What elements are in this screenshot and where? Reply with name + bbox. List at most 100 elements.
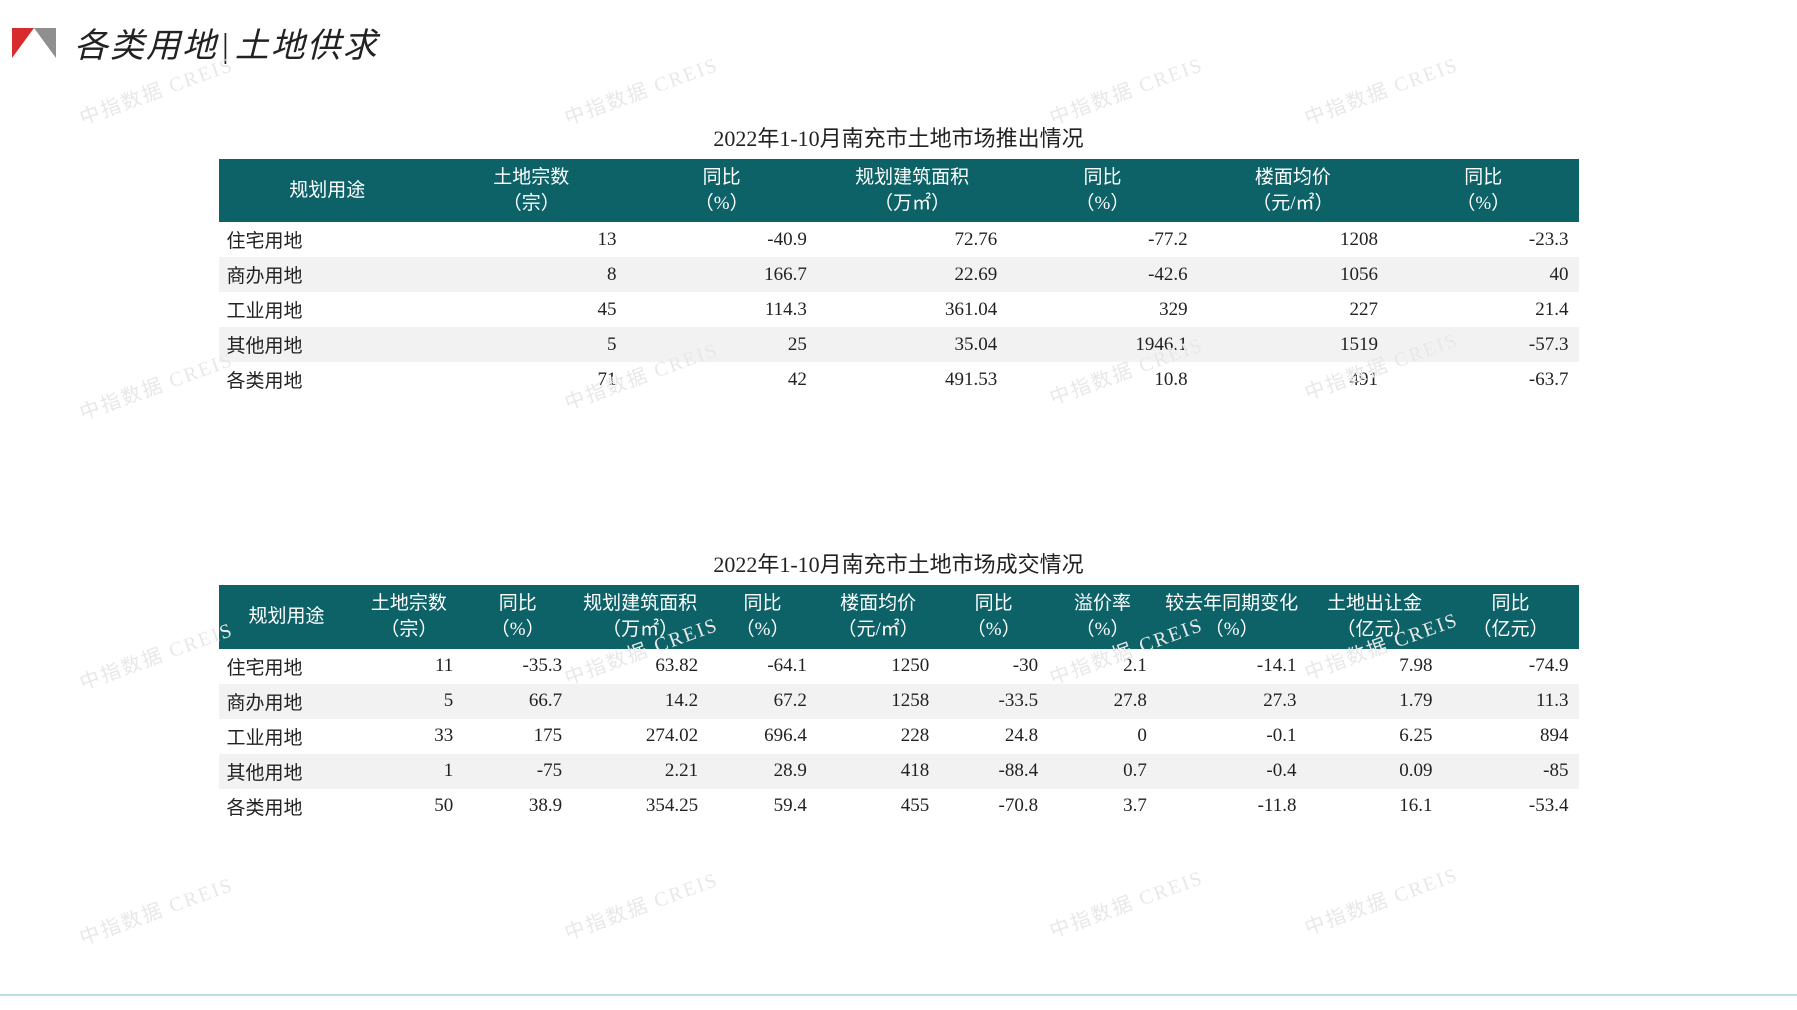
table-cell: -74.9 [1442,649,1578,684]
table-cell: 7.98 [1306,649,1442,684]
table-cell: 其他用地 [219,327,437,362]
table-cell: -33.5 [939,684,1048,719]
column-header: 同比（%） [1388,159,1578,222]
table-row: 工业用地45114.3361.0432922721.4 [219,292,1579,327]
table-cell: 16.1 [1306,789,1442,824]
table-cell: -88.4 [939,754,1048,789]
table-cell: 5 [355,684,464,719]
table-row: 各类用地7142491.5310.8491-63.7 [219,362,1579,397]
watermark: 中指数据 CREIS [560,863,722,946]
table-cell: 40 [1388,257,1578,292]
table-row: 商办用地566.714.267.21258-33.527.827.31.7911… [219,684,1579,719]
table-cell: -85 [1442,754,1578,789]
table-cell: 11 [355,649,464,684]
table-cell: 商办用地 [219,257,437,292]
table-cell: 25 [626,327,816,362]
title-right: 土地供求 [235,28,379,65]
table-cell: -30 [939,649,1048,684]
table-cell: 354.25 [572,789,708,824]
table-cell: 21.4 [1388,292,1578,327]
table2-title: 2022年1-10月南充市土地市场成交情况 [219,547,1579,579]
table-cell: 1 [355,754,464,789]
column-header: 土地宗数（宗） [436,159,626,222]
table-cell: 1258 [817,684,939,719]
table-row: 其他用地1-752.2128.9418-88.40.7-0.40.09-85 [219,754,1579,789]
watermark: 中指数据 CREIS [1045,861,1207,944]
table-cell: 0.7 [1048,754,1157,789]
table-cell: -53.4 [1442,789,1578,824]
table-cell: 2.21 [572,754,708,789]
table-cell: 491.53 [817,362,1007,397]
column-header: 楼面均价（元/㎡） [1198,159,1388,222]
page-title: 各类用地|土地供求 [74,18,379,67]
table-cell: 114.3 [626,292,816,327]
table-cell: 13 [436,222,626,257]
table-cell: 11.3 [1442,684,1578,719]
table-cell: -77.2 [1007,222,1197,257]
table-cell: 住宅用地 [219,222,437,257]
table-cell: 455 [817,789,939,824]
table-cell: 工业用地 [219,719,355,754]
table-cell: -42.6 [1007,257,1197,292]
table-row: 住宅用地13-40.972.76-77.21208-23.3 [219,222,1579,257]
column-header: 同比（%） [708,585,817,648]
column-header: 同比（亿元） [1442,585,1578,648]
table2: 规划用途土地宗数（宗）同比（%）规划建筑面积（万㎡）同比（%）楼面均价（元/㎡）… [219,585,1579,823]
table-cell: 63.82 [572,649,708,684]
watermark: 中指数据 CREIS [75,868,237,951]
column-header: 土地宗数（宗） [355,585,464,648]
table-cell: 28.9 [708,754,817,789]
column-header: 规划建筑面积（万㎡） [817,159,1007,222]
table-cell: 0.09 [1306,754,1442,789]
table-cell: 50 [355,789,464,824]
table-row: 商办用地8166.722.69-42.6105640 [219,257,1579,292]
table-cell: 6.25 [1306,719,1442,754]
watermark: 中指数据 CREIS [1300,858,1462,941]
table-cell: 361.04 [817,292,1007,327]
table-cell: 228 [817,719,939,754]
table-cell: 14.2 [572,684,708,719]
table-cell: -70.8 [939,789,1048,824]
table-cell: 696.4 [708,719,817,754]
table-row: 其他用地52535.041946.11519-57.3 [219,327,1579,362]
table-cell: 工业用地 [219,292,437,327]
table-cell: -57.3 [1388,327,1578,362]
table-cell: 35.04 [817,327,1007,362]
table-cell: 24.8 [939,719,1048,754]
table-cell: 1946.1 [1007,327,1197,362]
column-header: 规划用途 [219,159,437,222]
table-cell: 其他用地 [219,754,355,789]
table-cell: -11.8 [1157,789,1307,824]
table-cell: 22.69 [817,257,1007,292]
table-cell: -0.1 [1157,719,1307,754]
table-cell: -35.3 [463,649,572,684]
table1-title: 2022年1-10月南充市土地市场推出情况 [219,121,1579,153]
table-cell: 59.4 [708,789,817,824]
table-row: 住宅用地11-35.363.82-64.11250-302.1-14.17.98… [219,649,1579,684]
table-cell: 3.7 [1048,789,1157,824]
column-header: 同比（%） [1007,159,1197,222]
table-row: 各类用地5038.9354.2559.4455-70.83.7-11.816.1… [219,789,1579,824]
table-cell: 1208 [1198,222,1388,257]
table-cell: 175 [463,719,572,754]
content-section: 2022年1-10月南充市土地市场推出情况 规划用途土地宗数（宗）同比（%）规划… [219,121,1579,824]
page-header: 各类用地|土地供求 [0,0,1797,85]
watermark: 中指数据 CREIS [75,613,237,696]
table-cell: 住宅用地 [219,649,355,684]
table-cell: 27.8 [1048,684,1157,719]
table-cell: -14.1 [1157,649,1307,684]
table-cell: 1.79 [1306,684,1442,719]
table-cell: 894 [1442,719,1578,754]
table1: 规划用途土地宗数（宗）同比（%）规划建筑面积（万㎡）同比（%）楼面均价（元/㎡）… [219,159,1579,397]
table-cell: 67.2 [708,684,817,719]
table-cell: 1250 [817,649,939,684]
table-cell: 66.7 [463,684,572,719]
table-cell: -75 [463,754,572,789]
table-cell: 各类用地 [219,789,355,824]
column-header: 同比（%） [939,585,1048,648]
logo-icon [12,28,62,58]
watermark: 中指数据 CREIS [75,343,237,426]
table-cell: 166.7 [626,257,816,292]
table-cell: 329 [1007,292,1197,327]
table-cell: -40.9 [626,222,816,257]
